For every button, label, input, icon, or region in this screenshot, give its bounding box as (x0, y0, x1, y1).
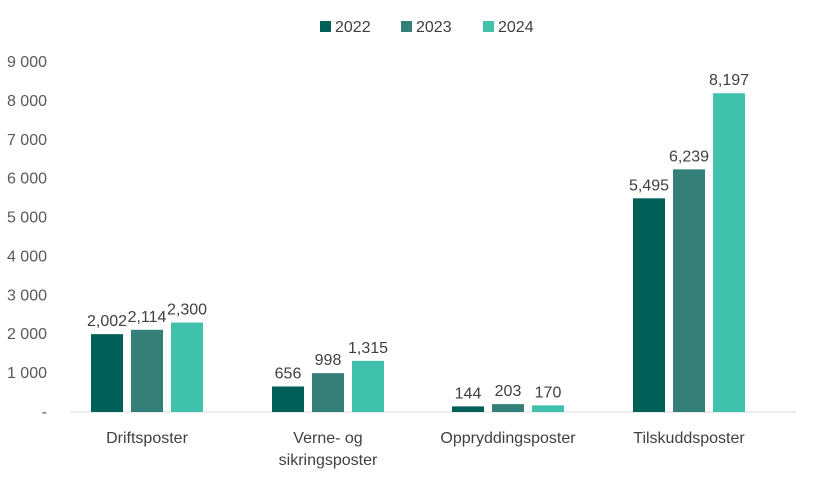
legend-label-2022: 2022 (335, 19, 371, 36)
x-axis: Driftsposter Verne- og sikringsposter Oppry… (106, 430, 745, 469)
y-tick-label: 8 000 (7, 93, 47, 110)
legend-swatch-2024 (483, 21, 494, 32)
bar-2024 (171, 322, 203, 412)
data-label-2022: 5,495 (629, 177, 669, 194)
data-label-2022: 2,002 (87, 313, 127, 330)
x-tick-label: Verne- og (293, 430, 362, 447)
bar-2023 (673, 169, 705, 412)
x-tick-label: Oppryddingsposter (440, 430, 576, 447)
y-tick-label: 9 000 (7, 54, 47, 71)
bar-2024 (352, 360, 384, 412)
data-label-2024: 2,300 (167, 302, 207, 319)
data-label-2023: 998 (315, 352, 342, 369)
legend: 2022 2023 2024 (320, 19, 534, 36)
legend-label-2023: 2023 (416, 19, 452, 36)
data-labels: 2,002 2,114 2,300 656 998 1,315 144 203 170 5,495… (87, 72, 749, 402)
x-tick-label: Tilskuddsposter (633, 430, 745, 447)
y-tick-label: 3 000 (7, 287, 47, 304)
legend-swatch-2022 (320, 21, 331, 32)
bar-2022 (272, 386, 304, 412)
data-label-2022: 656 (275, 365, 302, 382)
bars (91, 93, 745, 412)
data-label-2022: 144 (455, 385, 482, 402)
y-tick-label: 4 000 (7, 248, 47, 265)
bar-2023 (312, 373, 344, 412)
data-label-2024: 8,197 (709, 72, 749, 89)
bar-2022 (452, 406, 484, 412)
y-tick-label: 7 000 (7, 132, 47, 149)
data-label-2023: 2,114 (128, 309, 167, 326)
y-tick-label: 1 000 (7, 365, 47, 382)
data-label-2023: 203 (495, 383, 522, 400)
y-axis: - 1 000 2 000 3 000 4 000 5 000 6 000 7 000 8 00… (7, 54, 796, 421)
legend-swatch-2023 (401, 21, 412, 32)
data-label-2024: 1,315 (348, 340, 388, 357)
data-label-2023: 6,239 (669, 148, 709, 165)
bar-2023 (492, 404, 524, 412)
bar-2022 (91, 334, 123, 412)
bar-2023 (131, 329, 163, 412)
y-tick-label: - (42, 404, 47, 421)
bar-2022 (633, 198, 665, 412)
y-tick-label: 5 000 (7, 210, 47, 227)
bar-2024 (532, 405, 564, 412)
legend-label-2024: 2024 (498, 19, 534, 36)
x-tick-label: sikringsposter (279, 452, 378, 469)
data-label-2024: 170 (535, 384, 562, 401)
y-tick-label: 6 000 (7, 171, 47, 188)
bar-2024 (713, 93, 745, 412)
y-tick-label: 2 000 (7, 326, 47, 343)
x-tick-label: Driftsposter (106, 430, 188, 447)
